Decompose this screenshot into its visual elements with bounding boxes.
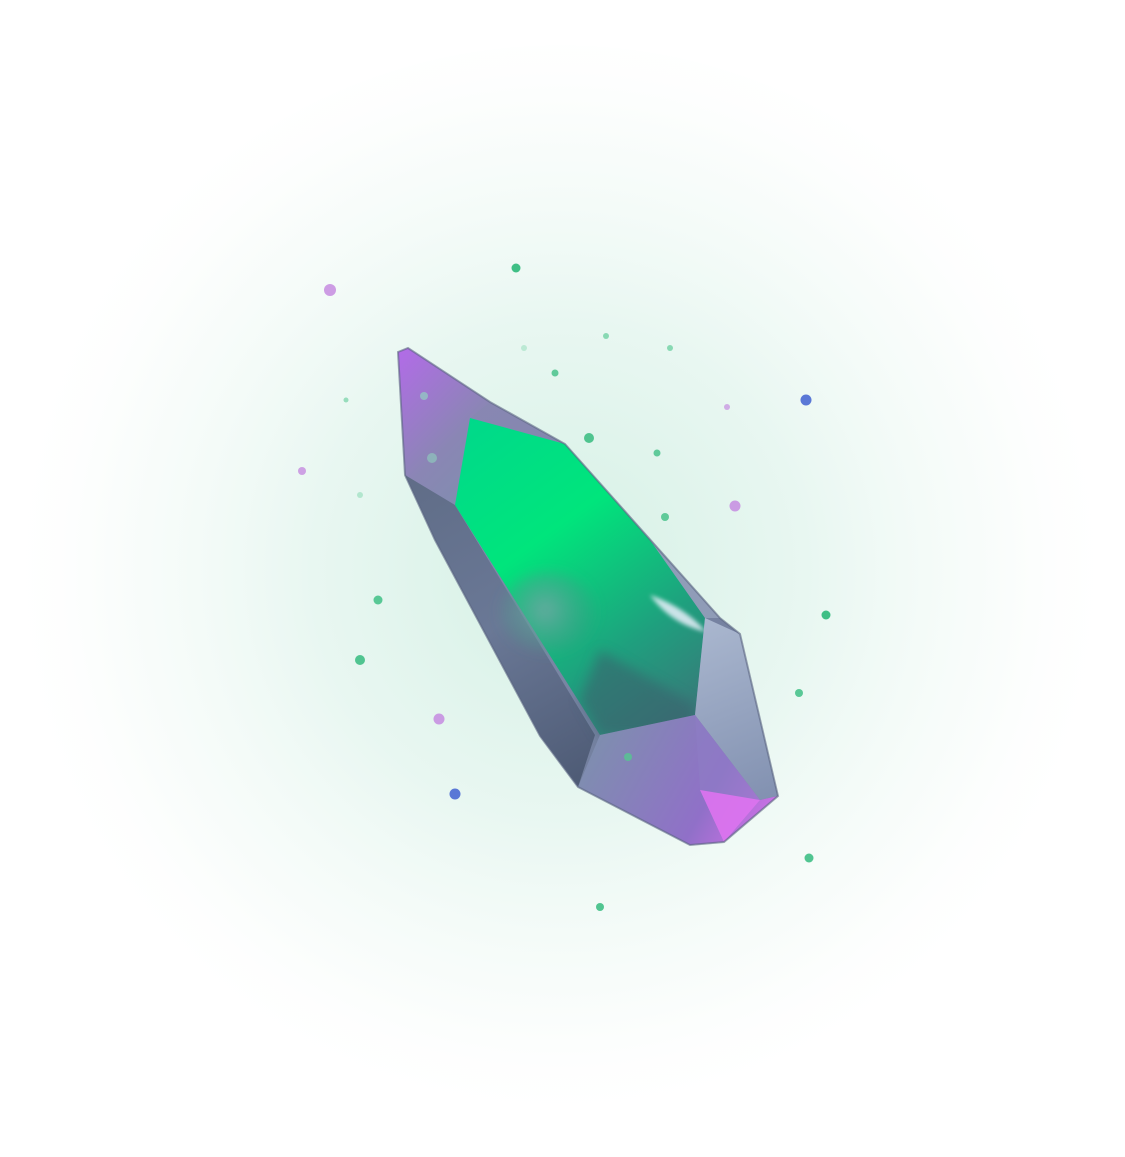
crystal-highlight xyxy=(650,595,706,632)
crystal-core-shadow xyxy=(580,650,695,735)
sparkle xyxy=(584,433,594,443)
sparkle xyxy=(324,284,336,296)
sparkle xyxy=(433,713,445,725)
sparkle xyxy=(653,449,661,457)
sparkle xyxy=(511,263,521,273)
sparkle xyxy=(804,853,814,863)
crystal-inner-sparkle xyxy=(624,753,632,761)
crystal-tip-glow xyxy=(700,790,760,842)
sparkle xyxy=(521,345,527,351)
sparkle xyxy=(795,689,803,697)
sparkle xyxy=(298,467,306,475)
crystal-inner-sparkle xyxy=(427,453,437,463)
sparkle xyxy=(667,345,673,351)
sparkle-icon xyxy=(298,263,831,911)
sparkle xyxy=(603,333,609,339)
crystal-green-core xyxy=(455,418,705,735)
sparkle xyxy=(449,788,461,800)
crystal-icon xyxy=(396,346,780,847)
sparkle xyxy=(800,394,812,406)
crystal-inner-sparkle xyxy=(420,392,428,400)
crystal-edge xyxy=(396,346,780,847)
crystal-inner-reflection xyxy=(500,572,596,652)
sparkle xyxy=(724,404,730,410)
sparkle xyxy=(661,513,669,521)
sparkle xyxy=(821,610,831,620)
sparkle xyxy=(343,397,349,403)
sparkle xyxy=(373,595,383,605)
crystal-left-facet xyxy=(405,475,595,787)
sparkle xyxy=(729,500,741,512)
sparkle xyxy=(357,492,363,498)
crystal-right-facet xyxy=(695,618,778,800)
sparkle xyxy=(355,655,365,665)
sparkle xyxy=(596,903,604,911)
sparkle xyxy=(551,369,559,377)
